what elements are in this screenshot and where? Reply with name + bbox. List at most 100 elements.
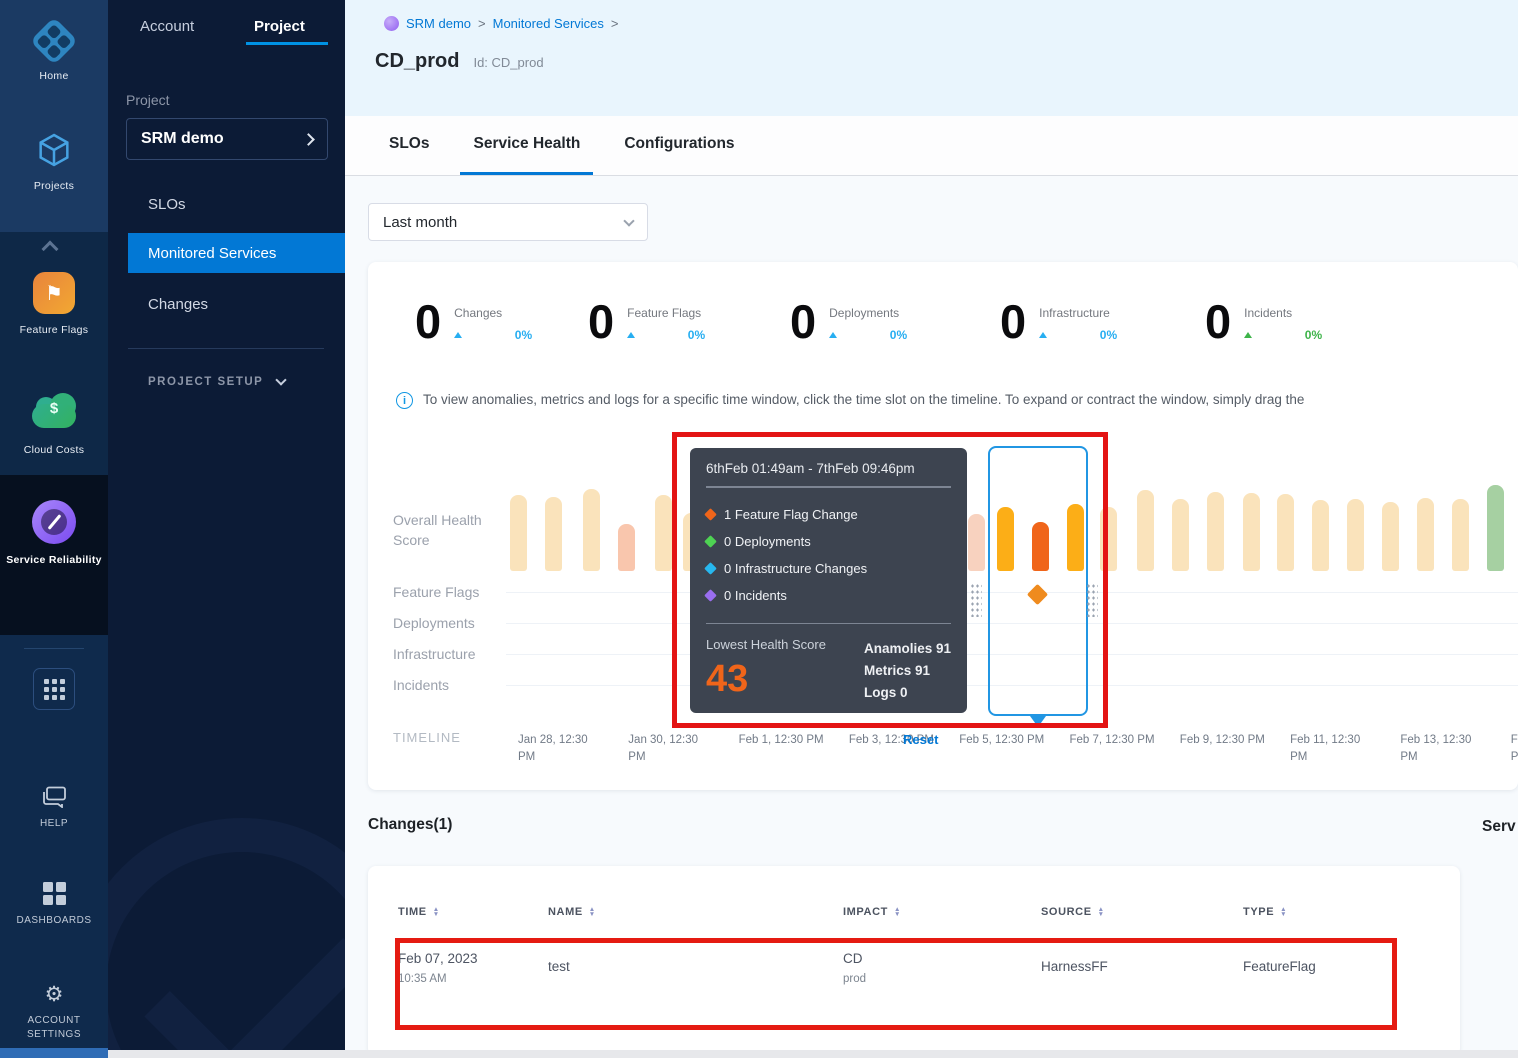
page-title: CD_prod — [375, 50, 460, 72]
health-bar[interactable] — [1172, 499, 1189, 571]
page-header: SRM demo > Monitored Services > CD_prod … — [345, 0, 1518, 116]
selected-time-window[interactable] — [988, 446, 1088, 716]
stat-label: Feature Flags — [627, 306, 702, 320]
health-bar[interactable] — [1487, 485, 1504, 571]
project-setup-toggle[interactable]: PROJECT SETUP — [148, 374, 288, 388]
cloud-costs-label: Cloud Costs — [23, 444, 85, 456]
trend-up-icon — [454, 332, 463, 338]
column-impact[interactable]: IMPACT — [843, 906, 1041, 918]
service-reliability-icon — [32, 500, 76, 544]
sort-icon — [433, 907, 440, 918]
stat-delta: 0% — [1304, 328, 1323, 342]
health-bar[interactable] — [1452, 499, 1469, 571]
account-settings-label: ACCOUNT SETTINGS — [26, 1015, 81, 1040]
stat-value: 0 — [1205, 295, 1232, 348]
time-range-select[interactable]: Last month — [368, 203, 648, 241]
stat-incidents: 0 Incidents 0% — [1205, 295, 1323, 348]
health-bar[interactable] — [1137, 490, 1154, 571]
column-name[interactable]: NAME — [548, 906, 843, 918]
stat-value: 0 — [415, 295, 442, 348]
timeline-tick: Jan 28, 12:30 PM — [518, 734, 588, 764]
tab-project[interactable]: Project — [254, 18, 305, 35]
timeline-tick: Feb 15, 12:30 PM — [1510, 734, 1518, 764]
health-bar[interactable] — [1417, 498, 1434, 571]
sidebar-item-projects[interactable]: Projects — [0, 130, 108, 193]
health-bar[interactable] — [1382, 502, 1399, 571]
service-reliability-label: Service Reliability — [6, 554, 102, 566]
tooltip-anomalies: Anamolies 91 — [863, 641, 951, 656]
project-selector[interactable]: SRM demo — [126, 118, 328, 160]
home-label: Home — [39, 70, 69, 82]
nav-item-monitored-services[interactable]: Monitored Services — [128, 233, 345, 273]
tab-configurations[interactable]: Configurations — [624, 135, 735, 152]
service-tabbar: SLOs Service Health Configurations — [345, 116, 1518, 176]
health-bar[interactable] — [655, 495, 672, 571]
health-bar[interactable] — [997, 507, 1014, 571]
window-drag-handle-left[interactable] — [970, 583, 982, 617]
column-type[interactable]: TYPE — [1243, 906, 1430, 918]
health-bar[interactable] — [1100, 507, 1117, 571]
health-bar[interactable] — [583, 489, 600, 571]
service-heading-clipped: Serv — [1482, 818, 1516, 835]
sidebar-item-home[interactable]: Home — [0, 16, 108, 83]
diamond-icon — [704, 588, 717, 602]
sidebar-item-account-settings[interactable]: ⚙ ACCOUNT SETTINGS — [0, 984, 108, 1042]
collapse-chevron-up-icon[interactable] — [41, 240, 59, 258]
breadcrumb-project-link[interactable]: SRM demo — [406, 16, 472, 31]
tooltip-logs: Logs 0 — [863, 685, 908, 700]
cube-icon — [39, 133, 69, 167]
breadcrumb-separator: > — [610, 16, 619, 31]
row-label-infrastructure: Infrastructure — [393, 646, 476, 662]
window-drag-handle-right[interactable] — [1086, 583, 1098, 617]
gridline — [506, 592, 1518, 593]
nav-item-slos[interactable]: SLOs — [148, 196, 186, 213]
tab-service-health[interactable]: Service Health — [460, 116, 594, 175]
reset-button[interactable]: Reset — [903, 732, 939, 747]
stat-value: 0 — [790, 295, 817, 348]
health-bar[interactable] — [510, 495, 527, 571]
flag-icon: ⚑ — [33, 272, 75, 314]
sidebar-divider — [24, 648, 84, 649]
tooltip-item-text: 1 Feature Flag Change — [724, 506, 858, 522]
row-label-feature-flags: Feature Flags — [393, 584, 480, 600]
column-source[interactable]: SOURCE — [1041, 906, 1243, 918]
health-bar[interactable] — [1243, 493, 1260, 571]
stat-delta: 0% — [1099, 328, 1118, 342]
sidebar-item-service-reliability[interactable]: Service Reliability — [0, 500, 108, 567]
health-bar[interactable] — [1207, 492, 1224, 571]
chevron-right-icon — [302, 132, 315, 146]
timeline-tick: Feb 1, 12:30 PM — [738, 734, 824, 746]
health-bar[interactable] — [1067, 504, 1084, 571]
project-selector-value: SRM demo — [141, 130, 224, 147]
sidebar-item-feature-flags[interactable]: ⚑ Feature Flags — [0, 272, 108, 337]
table-header: TIME NAME IMPACT SOURCE TYPE — [398, 906, 1430, 918]
tab-account[interactable]: Account — [140, 18, 195, 35]
health-bar[interactable] — [1032, 522, 1049, 571]
column-time[interactable]: TIME — [398, 906, 548, 918]
horizontal-scrollbar[interactable] — [108, 1050, 1518, 1058]
selection-pointer-icon — [1030, 716, 1046, 727]
stat-delta: 0% — [514, 328, 533, 342]
stat-value: 0 — [588, 295, 615, 348]
health-bar[interactable] — [1277, 494, 1294, 571]
module-picker-button[interactable] — [33, 668, 75, 710]
health-bar[interactable] — [618, 524, 635, 571]
diamond-icon — [704, 534, 717, 548]
health-bar[interactable] — [1312, 500, 1329, 571]
info-banner-text: To view anomalies, metrics and logs for … — [423, 392, 1305, 407]
tab-slos[interactable]: SLOs — [389, 135, 430, 152]
health-bar[interactable] — [1347, 499, 1364, 571]
health-bar[interactable] — [968, 514, 985, 571]
row-label-deployments: Deployments — [393, 615, 475, 631]
cell-name: test — [548, 959, 570, 974]
sidebar-item-dashboards[interactable]: DASHBOARDS — [0, 882, 108, 928]
breadcrumb-section-link[interactable]: Monitored Services — [492, 16, 604, 31]
time-range-value: Last month — [383, 213, 458, 231]
table-row[interactable]: Feb 07, 2023 10:35 AM test CD prod Harne… — [398, 950, 1430, 988]
chat-icon — [43, 786, 66, 808]
sidebar-item-help[interactable]: HELP — [0, 786, 108, 831]
health-bar[interactable] — [545, 497, 562, 571]
stat-feature-flags: 0 Feature Flags 0% — [588, 295, 790, 348]
sidebar-item-cloud-costs[interactable]: $ Cloud Costs — [0, 392, 108, 457]
nav-item-changes[interactable]: Changes — [148, 296, 209, 313]
